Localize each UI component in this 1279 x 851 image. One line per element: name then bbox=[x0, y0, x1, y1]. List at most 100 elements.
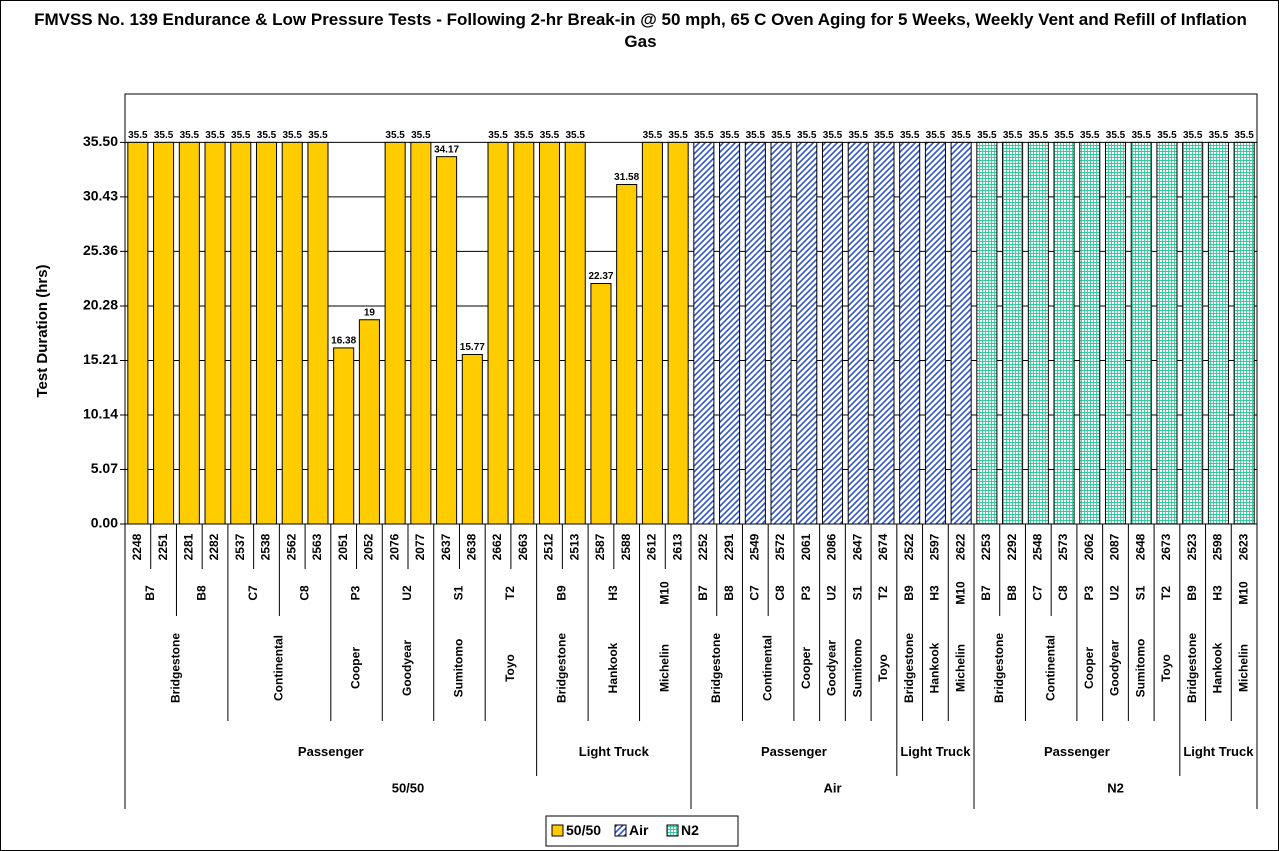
bar bbox=[693, 141, 715, 525]
bar bbox=[667, 141, 689, 525]
bar bbox=[307, 141, 329, 525]
x-tick-label: 2588 bbox=[619, 533, 633, 560]
model-label: U2 bbox=[400, 585, 414, 601]
bar bbox=[641, 141, 663, 525]
model-label: C7 bbox=[246, 585, 260, 601]
x-tick-label: 2548 bbox=[1030, 533, 1044, 560]
legend-label: N2 bbox=[681, 822, 699, 838]
brand-label: Bridgestone bbox=[555, 633, 569, 703]
data-label: 35.5 bbox=[746, 130, 766, 141]
bar bbox=[744, 141, 766, 525]
data-label: 19 bbox=[364, 307, 376, 318]
model-label: B8 bbox=[194, 585, 208, 601]
legend-swatch bbox=[666, 824, 679, 837]
brand-label: Sumitomo bbox=[850, 639, 864, 698]
data-label: 35.5 bbox=[1209, 130, 1229, 141]
data-label: 35.5 bbox=[257, 130, 277, 141]
x-tick-label: 2076 bbox=[387, 533, 401, 560]
model-label: B9 bbox=[555, 585, 569, 601]
group-label: 50/50 bbox=[392, 780, 425, 795]
legend-swatch bbox=[551, 824, 564, 837]
legend-label: 50/50 bbox=[566, 822, 601, 838]
y-tick-label: 35.50 bbox=[83, 133, 118, 149]
bar bbox=[204, 141, 226, 525]
bar bbox=[847, 141, 869, 525]
data-label: 35.5 bbox=[1080, 130, 1100, 141]
model-label: U2 bbox=[1108, 585, 1122, 601]
data-label: 35.5 bbox=[1029, 130, 1049, 141]
y-axis-label: Test Duration (hrs) bbox=[34, 264, 51, 397]
data-label: 35.5 bbox=[1157, 130, 1177, 141]
x-tick-label: 2537 bbox=[233, 533, 247, 560]
model-label: B7 bbox=[979, 585, 993, 601]
brand-label: Sumitomo bbox=[1133, 639, 1147, 698]
data-label: 35.5 bbox=[231, 130, 251, 141]
bar bbox=[127, 141, 149, 525]
bar bbox=[513, 141, 535, 525]
data-label: 15.77 bbox=[460, 342, 485, 353]
x-tick-label: 2251 bbox=[156, 533, 170, 560]
bar bbox=[487, 141, 509, 525]
brand-label: Michelin bbox=[953, 644, 967, 692]
legend-swatch bbox=[614, 824, 627, 837]
brand-label: Cooper bbox=[799, 647, 813, 689]
legend-label: Air bbox=[629, 822, 649, 838]
x-tick-label: 2538 bbox=[259, 533, 273, 560]
x-tick-label: 2253 bbox=[979, 533, 993, 560]
bar bbox=[255, 141, 278, 525]
model-label: B7 bbox=[696, 585, 710, 601]
data-label: 35.5 bbox=[668, 130, 688, 141]
x-tick-label: 2637 bbox=[439, 533, 453, 560]
x-tick-label: 2052 bbox=[362, 533, 376, 560]
data-label: 35.5 bbox=[1131, 130, 1151, 141]
x-tick-label: 2562 bbox=[284, 533, 298, 560]
x-tick-label: 2647 bbox=[850, 533, 864, 560]
data-label: 31.58 bbox=[614, 172, 639, 183]
x-tick-label: 2087 bbox=[1108, 533, 1122, 560]
model-label: B8 bbox=[722, 585, 736, 601]
x-tick-label: 2252 bbox=[696, 533, 710, 560]
x-tick-label: 2282 bbox=[207, 533, 221, 560]
bar bbox=[976, 141, 998, 525]
brand-label: Bridgestone bbox=[169, 633, 183, 703]
brand-label: Bridgestone bbox=[1185, 633, 1199, 703]
x-tick-label: 2674 bbox=[876, 533, 890, 560]
model-label: B7 bbox=[143, 585, 157, 601]
segment-label: Light Truck bbox=[1183, 744, 1254, 759]
x-tick-label: 2522 bbox=[902, 533, 916, 560]
bar bbox=[899, 141, 921, 525]
x-tick-label: 2051 bbox=[336, 533, 350, 560]
data-label: 34.17 bbox=[434, 144, 459, 155]
x-tick-label: 2062 bbox=[1082, 533, 1096, 560]
bar bbox=[436, 156, 458, 525]
data-label: 35.5 bbox=[154, 130, 174, 141]
x-tick-label: 2598 bbox=[1211, 533, 1225, 560]
legend: 50/50 Air N2 bbox=[545, 815, 739, 847]
data-label: 35.5 bbox=[565, 130, 585, 141]
data-label: 35.5 bbox=[180, 130, 200, 141]
data-label: 35.5 bbox=[874, 130, 894, 141]
model-label: U2 bbox=[825, 585, 839, 601]
brand-label: Hankook bbox=[606, 642, 620, 693]
x-tick-label: 2613 bbox=[670, 533, 684, 560]
data-label: 35.5 bbox=[540, 130, 560, 141]
model-label: T2 bbox=[1159, 586, 1173, 600]
x-tick-label: 2248 bbox=[130, 533, 144, 560]
x-tick-label: 2663 bbox=[516, 533, 530, 560]
x-tick-label: 2572 bbox=[773, 533, 787, 560]
x-tick-label: 2563 bbox=[310, 533, 324, 560]
data-label: 35.5 bbox=[1003, 130, 1023, 141]
data-label: 35.5 bbox=[823, 130, 843, 141]
brand-label: Continental bbox=[272, 635, 286, 701]
brand-label: Hankook bbox=[1211, 642, 1225, 693]
bar bbox=[1130, 141, 1152, 525]
chart-title: FMVSS No. 139 Endurance & Low Pressure T… bbox=[34, 10, 1247, 51]
bar bbox=[1053, 141, 1075, 525]
segment-label: Passenger bbox=[1044, 744, 1110, 759]
data-label: 35.5 bbox=[1054, 130, 1074, 141]
model-label: S1 bbox=[850, 585, 864, 600]
bar bbox=[924, 141, 946, 525]
x-tick-label: 2549 bbox=[747, 533, 761, 560]
